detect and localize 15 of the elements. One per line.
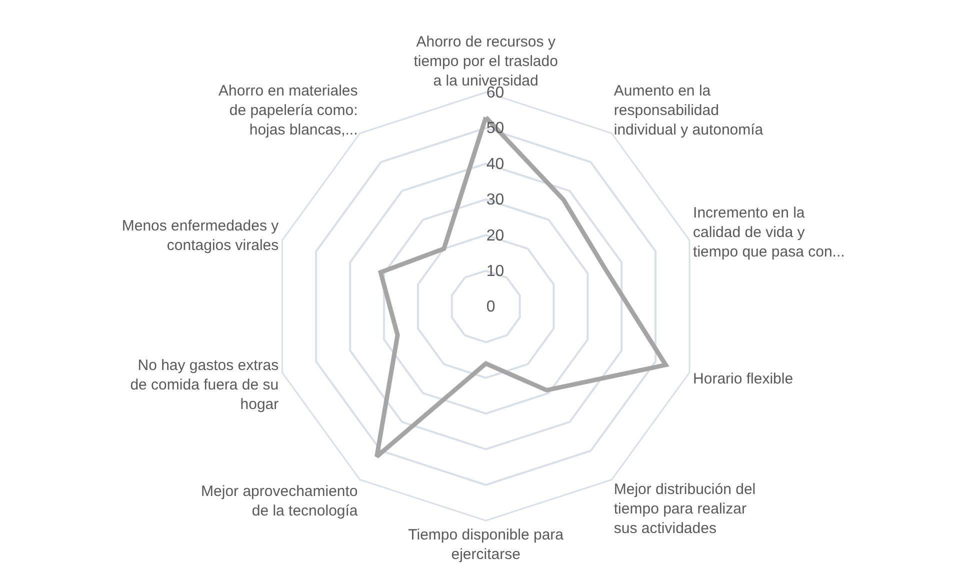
y-tick-label: 0 <box>486 298 496 316</box>
y-tick-label: 30 <box>486 192 504 209</box>
y-tick-label: 10 <box>486 262 504 280</box>
spoke-label: Horario flexible <box>693 370 794 388</box>
spoke-label: Menos enfermedades y contagios virales <box>122 217 280 254</box>
spoke-label: Aumento en la responsabilidad individual y autonomía <box>614 82 764 139</box>
y-tick-label: 20 <box>486 227 504 244</box>
spoke-label: Incremento en la calidad de vida y tiempo que pasa con... <box>693 204 845 261</box>
spoke-label: No hay gastos extras de comida fuera de su hogar <box>130 356 279 413</box>
spoke-label: Mejor aprovechamiento de la tecnología <box>201 483 358 520</box>
spoke-label: Ahorro en materiales de papelería como: hojas blancas,... <box>218 82 358 139</box>
y-tick-label: 40 <box>486 156 504 173</box>
y-tick-label: 50 <box>486 120 504 138</box>
spoke-label: Tiempo disponible para ejercitarse <box>408 526 564 563</box>
spoke-label: Mejor distribución del tiempo para realizar sus actividades <box>614 481 756 538</box>
